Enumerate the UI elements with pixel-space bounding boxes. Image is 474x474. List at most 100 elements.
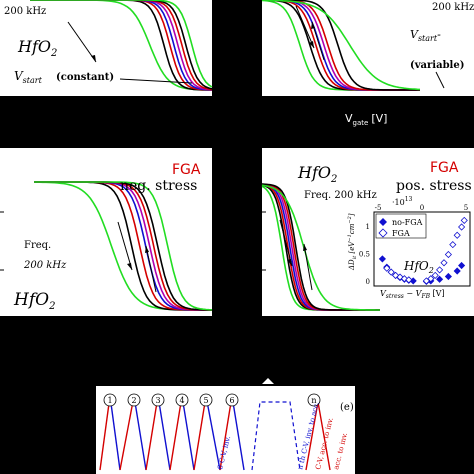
panel-c-freq-1: Freq. (24, 240, 51, 251)
cycle-label: 1 (107, 396, 112, 405)
point-fga (453, 231, 461, 239)
panel-d-arrow-up (303, 243, 313, 291)
waveform-segment (133, 395, 147, 471)
cycle-marker (307, 393, 321, 407)
panel-c-arrowhead-up (145, 246, 149, 253)
waveform-segment (169, 395, 183, 471)
point-fga (436, 266, 444, 274)
point-nofga (378, 255, 386, 263)
inset-ytick-label: 0.5 (359, 251, 370, 259)
panel-b-curve (262, 0, 420, 91)
panel-b-arrow-up (311, 21, 325, 61)
panel-a-curves (30, 0, 213, 91)
inset-ytick-label: 1 (366, 223, 370, 231)
point-nofga (458, 261, 466, 270)
cycle-marker (127, 393, 141, 407)
panel-d-inset: ·1013 ΔDit [eV−1cm−2] Vstress − VFB [V] … (347, 196, 471, 300)
point-fga (460, 216, 468, 224)
inset-xtick-label: 0 (420, 204, 424, 212)
panel-c-arrow-up (145, 245, 157, 293)
panel-b-pointer (435, 71, 445, 89)
inset-legend: no-FGA FGA (375, 213, 427, 239)
point-fga (458, 223, 466, 231)
panel-a-curve (30, 0, 213, 91)
panel-b-curve (262, 0, 421, 91)
cycle-marker (199, 393, 213, 407)
panel-a-arrowhead (91, 55, 96, 62)
panel-c-title: neg. stress (120, 178, 197, 194)
panel-a-curve (30, 0, 213, 91)
panel-e-notch (262, 378, 274, 384)
inset-points (378, 216, 468, 286)
panel-d-arrowhead-up (303, 244, 307, 251)
point-fga (387, 268, 395, 276)
panel-a-curve (30, 0, 212, 91)
panel-b-vstart-note: (variable) (410, 60, 464, 71)
panel-a-pointer (119, 78, 193, 84)
cycle-label: 6 (229, 396, 234, 405)
panel-c-curve (34, 181, 213, 311)
panel-c-title-red: FGA (172, 162, 201, 178)
panel-d-arrow-down (279, 219, 293, 267)
point-nofga (453, 267, 461, 275)
panel-b-arrowhead-up (311, 22, 315, 29)
panel-a-freq: 200 kHz (4, 6, 46, 17)
inset-ticks: -5 0 5 0 0.5 1 (359, 204, 468, 286)
panel-a-vstart: Vstart (14, 69, 43, 85)
panel-a-material: HfO2 (17, 37, 57, 59)
panel-b-freq: 200 kHz (432, 2, 474, 13)
cycle-label: 4 (179, 396, 184, 405)
legend-marker-nofga (379, 218, 387, 226)
inset-ytick-label: 0 (366, 278, 370, 286)
panel-d-curve (261, 184, 380, 311)
legend-label-nofga: no-FGA (392, 218, 423, 227)
waveform-segment (99, 395, 111, 471)
panel-b-arrow (295, 5, 315, 49)
cycle-label: n (311, 396, 316, 405)
inset-xlabel: Vstress − VFB [V] (380, 289, 445, 300)
waveform-segment (157, 395, 171, 471)
inset-xtick-label: -5 (375, 204, 382, 212)
inset-ylabel: ΔDit [eV−1cm−2] (347, 213, 358, 271)
panel-c-arrow-down (117, 221, 133, 271)
legend-label-fga: FGA (392, 229, 410, 238)
cycle-marker (175, 393, 189, 407)
point-nofga (436, 275, 444, 283)
inset-xtick-label: 5 (464, 204, 468, 212)
point-fga (422, 277, 430, 285)
waveform-segment (231, 395, 245, 471)
point-fga (431, 271, 439, 279)
point-fga (427, 275, 435, 283)
point-fga (444, 250, 452, 259)
panel-d-title-red: FGA (430, 160, 459, 176)
waveform-segment (119, 395, 135, 471)
shared-xlabel: Vgate [V] (345, 112, 387, 127)
waveform-segment (205, 395, 221, 471)
panel-a-arrow (67, 21, 97, 63)
panel-b-arrowhead (309, 41, 314, 48)
cycle-marker (103, 393, 117, 407)
panel-c-tag: (c) (4, 156, 18, 167)
panel-c-curves (34, 181, 213, 311)
panel-d-tag: (d) (262, 156, 276, 167)
panel-c-arrowhead-down (127, 263, 132, 270)
panel-b (262, 0, 474, 96)
waveform-segment (109, 395, 121, 471)
panel-d-curves (261, 183, 380, 311)
panel-e-tag: (e) (340, 402, 354, 413)
panel-b-vstart: Vstart- (410, 28, 441, 43)
point-fga (405, 276, 413, 284)
panel-a-vstart-note: (constant) (56, 72, 114, 83)
panel-b-curves (261, 0, 421, 91)
panel-a-curve (30, 0, 213, 91)
inset-multiplier: ·1013 (392, 196, 413, 207)
panel-c-freq-2: 200 kHz (23, 260, 67, 271)
waveform-segment (181, 395, 195, 471)
point-fga (449, 241, 457, 249)
panel-d-freq: Freq. 200 kHz (304, 190, 377, 201)
legend-marker-fga (378, 228, 388, 238)
cycle-marker (225, 393, 239, 407)
point-fga (383, 264, 391, 272)
panel-a-curve (30, 0, 212, 91)
